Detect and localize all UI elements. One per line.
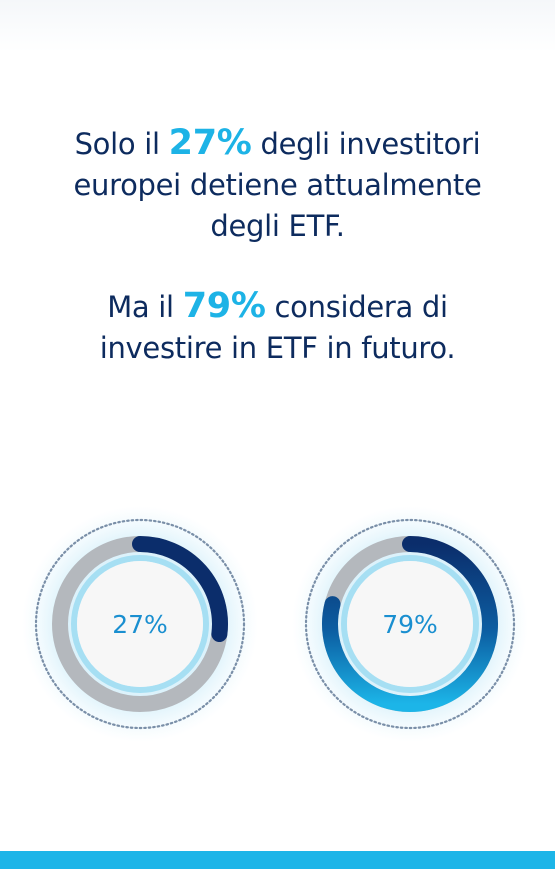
headline-line-3: degli ETF. [210,209,345,243]
donut-value-label: 27% [112,610,168,639]
subheadline: Ma il 79% considera di investire in ETF … [0,286,555,369]
headline-line-1: Solo il 27% degli investitori [74,123,481,163]
subheadline-highlight: 79% [182,286,266,326]
headline: Solo il 27% degli investitori europei de… [0,123,555,247]
donut-center [77,561,203,687]
donut-value-label: 79% [382,610,438,639]
donut-chart-1: 27% [22,506,258,742]
donut-value-arc [322,536,498,712]
donut-center [347,561,473,687]
donut-dotted-ring [34,518,246,730]
donut-dotted-ring [304,518,516,730]
subheadline-line-2: investire in ETF in futuro. [99,331,456,365]
donut-value-arc [132,536,228,643]
headline-highlight: 27% [168,123,252,163]
donut-inner-ring [341,555,479,693]
bottom-bar [0,851,555,869]
headline-line-2: europei detiene attualmente [73,168,482,202]
donut-chart-2: 79% [292,506,528,742]
subheadline-line-1: Ma il 79% considera di [107,286,448,326]
donut-inner-ring [71,555,209,693]
